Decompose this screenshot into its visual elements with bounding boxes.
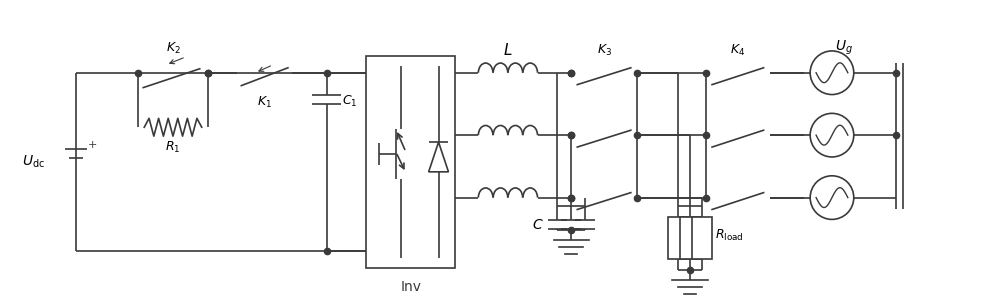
Bar [668, 217, 688, 258]
Text: $K_2$: $K_2$ [166, 41, 180, 56]
Text: +: + [88, 140, 97, 150]
Bar [366, 56, 455, 268]
Text: $K_4$: $K_4$ [730, 43, 745, 58]
Text: $C$: $C$ [532, 218, 544, 232]
Text: $K_1$: $K_1$ [257, 95, 272, 110]
Text: $U_{\rm dc}$: $U_{\rm dc}$ [22, 154, 45, 170]
Bar [692, 217, 712, 258]
Text: $R_{\rm load}$: $R_{\rm load}$ [715, 228, 744, 243]
Text: $C_1$: $C_1$ [342, 94, 358, 109]
Text: $R_1$: $R_1$ [165, 140, 181, 155]
Text: Inv: Inv [400, 280, 421, 294]
Text: $L$: $L$ [503, 42, 513, 58]
Text: $K_3$: $K_3$ [597, 43, 612, 58]
Text: $U_g$: $U_g$ [835, 39, 853, 57]
Bar [680, 217, 700, 258]
